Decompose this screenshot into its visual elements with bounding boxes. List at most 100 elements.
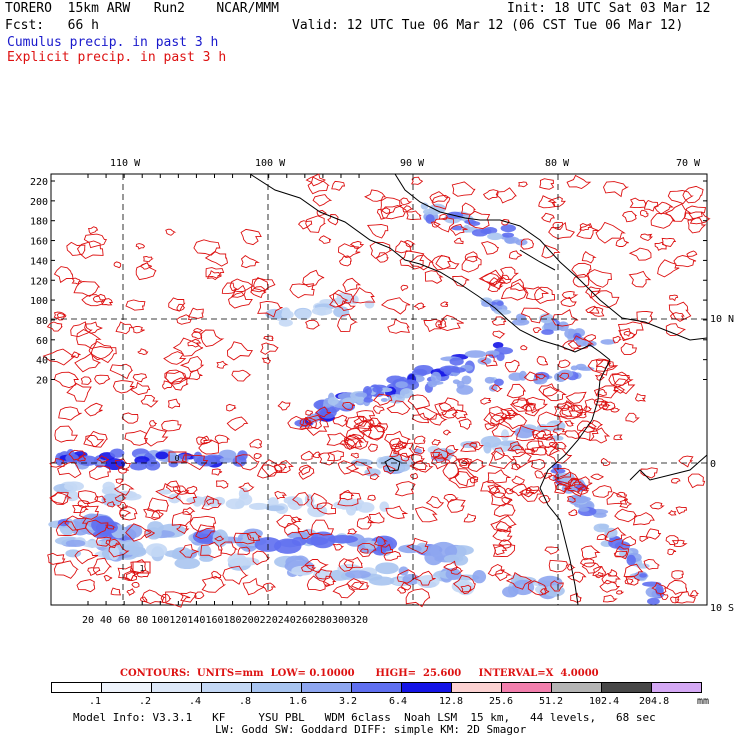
contour [85,430,108,448]
contour [375,252,389,263]
precip-cell [534,585,546,594]
contour [520,487,543,502]
coastline [519,249,556,271]
precip-cell [345,570,371,579]
precip-cell [327,397,339,406]
contour [298,529,315,540]
contour [167,398,181,409]
contour [55,521,79,537]
legend-unit: mm [697,696,710,707]
precip-cell [380,397,388,402]
contour [367,512,385,524]
precip-cell [558,369,574,379]
contour [337,313,358,333]
contour [560,296,577,307]
contour [53,560,79,579]
contour [77,490,99,504]
contour [576,223,599,239]
contour [194,591,205,599]
contour [565,391,587,404]
contour [413,302,427,311]
contour [585,305,600,314]
contour [667,190,694,205]
contour [534,286,556,305]
precip-cell [287,531,311,540]
contour [480,354,498,367]
precip-cell [379,387,393,393]
precip-cell [456,380,465,389]
contour [409,254,434,271]
contour [487,469,512,484]
precip-cell [166,454,181,464]
contour [276,514,298,529]
contour [543,446,561,457]
contour [116,502,128,510]
contour [434,402,454,416]
contour [538,495,551,504]
contour [602,594,618,603]
precip-cell [429,203,446,214]
contour [125,299,146,311]
contour [550,580,564,592]
contour [440,301,449,307]
precip-cell [305,494,315,508]
contour [654,241,668,251]
contour [144,529,155,539]
precip-cell [91,515,115,534]
contour [181,454,209,471]
contour [617,321,644,341]
x-tick-label: 260 [296,615,314,626]
precip-cell [608,536,624,549]
precip-cell [488,384,498,392]
contour [368,443,378,452]
latitude-label: 10 S [710,603,734,614]
contour [511,463,522,471]
contour [526,396,549,414]
contour [305,409,314,416]
contour [566,495,576,503]
precip-cell [484,376,495,384]
x-tick-label: 60 [118,615,130,626]
valid-time: Valid: 12 UTC Tue 06 Mar 12 (06 CST Tue … [292,18,684,33]
precip-cell [485,350,500,356]
contour [253,453,262,459]
contour [310,519,335,536]
contour [389,437,405,448]
contour [201,495,222,511]
longitude-label: 90 W [400,158,425,169]
contour [110,587,122,596]
contour [149,420,157,427]
precip-cell [413,365,434,375]
contour [457,458,473,469]
legend-swatch [601,682,652,693]
legend-swatch [301,682,352,693]
contour [84,402,103,417]
contour [347,528,358,535]
contour [129,559,147,574]
contour [369,417,382,428]
contour [592,566,607,577]
contour [595,221,626,244]
contour [345,416,366,430]
contour [650,212,676,229]
contour-info: CONTOURS: UNITS=mm LOW= 0.10000 HIGH= 25… [120,668,599,679]
y-tick-label: 160 [30,237,48,248]
contour [604,527,627,543]
contour [361,425,385,441]
contour [109,363,134,380]
contour [305,215,327,233]
precip-cell [124,524,143,539]
contour [240,255,260,269]
contour [187,338,202,348]
contour [53,266,74,284]
contour [406,537,429,555]
precip-cell [472,570,487,584]
contour [490,515,517,532]
contour [124,430,148,446]
contour [402,205,413,213]
contour [491,384,503,393]
contour [659,593,669,600]
precip-cell [387,394,405,404]
contour [425,495,445,509]
contour [163,351,187,365]
